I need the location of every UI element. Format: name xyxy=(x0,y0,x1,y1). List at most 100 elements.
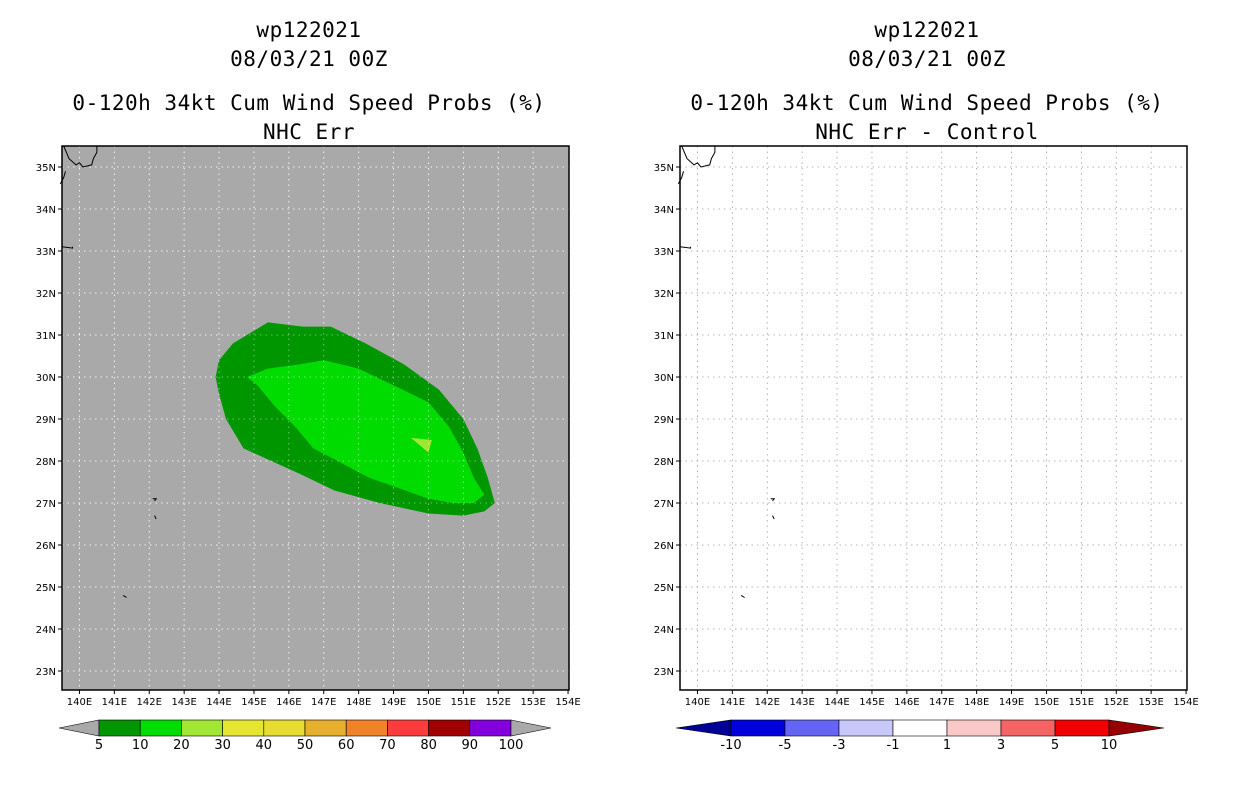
coastline xyxy=(679,246,691,249)
colorbar-swatch xyxy=(304,719,347,737)
colorbar-label: 70 xyxy=(379,738,396,753)
colorbar-swatch xyxy=(98,719,141,737)
colorbar-label: 1 xyxy=(943,738,951,753)
lon-label: 147E xyxy=(929,697,954,708)
colorbar-swatch xyxy=(730,719,786,737)
colorbar-swatch xyxy=(263,719,306,737)
lon-label: 149E xyxy=(381,697,406,708)
title-subtitle: NHC Err - Control xyxy=(815,120,1039,144)
lat-label: 35N xyxy=(654,163,674,174)
lon-label: 149E xyxy=(999,697,1024,708)
colorbar-label: -10 xyxy=(720,738,741,753)
lon-label: 145E xyxy=(241,697,266,708)
title-storm-id: wp122021 xyxy=(874,18,980,42)
title-product: 0-120h 34kt Cum Wind Speed Probs (%) xyxy=(690,91,1164,115)
lat-label: 23N xyxy=(36,667,56,678)
panel-nhc-err: wp122021 08/03/21 00Z 0-120h 34kt Cum Wi… xyxy=(36,18,581,753)
lon-label: 141E xyxy=(102,697,127,708)
colorbar-swatch xyxy=(181,719,223,737)
colorbar-label: 60 xyxy=(338,738,355,753)
lon-label: 144E xyxy=(206,697,231,708)
lat-label: 24N xyxy=(654,625,674,636)
lat-label: 25N xyxy=(36,583,56,594)
colorbar-label: 10 xyxy=(132,738,149,753)
colorbar-label: 90 xyxy=(462,738,479,753)
colorbar-label: 50 xyxy=(297,738,314,753)
lon-label: 146E xyxy=(894,697,919,708)
lat-label: 29N xyxy=(36,415,56,426)
lon-label: 150E xyxy=(1034,697,1059,708)
colorbar-label: 20 xyxy=(173,738,190,753)
lon-label: 151E xyxy=(1069,697,1094,708)
colorbar-label: -3 xyxy=(833,738,846,753)
colorbar-swatch xyxy=(838,719,894,737)
lon-label: 152E xyxy=(486,697,511,708)
coastline xyxy=(772,515,775,520)
lat-label: 32N xyxy=(654,289,674,300)
colorbar-label: 5 xyxy=(1051,738,1059,753)
colorbar-label: 10 xyxy=(1101,738,1118,753)
lon-label: 153E xyxy=(520,697,545,708)
lon-label: 148E xyxy=(964,697,989,708)
colorbar-label: 30 xyxy=(214,738,231,753)
colorbar-swatch xyxy=(946,719,1002,737)
colorbar-swatch xyxy=(784,719,840,737)
lat-label: 30N xyxy=(36,373,56,384)
lat-label: 28N xyxy=(36,457,56,468)
colorbar-label: 80 xyxy=(420,738,437,753)
lon-label: 152E xyxy=(1104,697,1129,708)
map-background xyxy=(680,146,1187,690)
lon-label: 147E xyxy=(311,697,336,708)
title-product: 0-120h 34kt Cum Wind Speed Probs (%) xyxy=(72,91,546,115)
lon-label: 143E xyxy=(789,697,814,708)
lat-label: 24N xyxy=(36,625,56,636)
lat-label: 30N xyxy=(654,373,674,384)
colorbar-under-arrow xyxy=(675,719,732,737)
coastline xyxy=(63,145,98,168)
colorbar-label: 5 xyxy=(95,738,103,753)
coastline xyxy=(152,498,158,502)
map-frame xyxy=(61,145,570,691)
colorbar-label: -1 xyxy=(887,738,900,753)
coastline xyxy=(154,515,157,520)
coastline xyxy=(122,594,127,598)
lat-label: 35N xyxy=(36,163,56,174)
gridlines xyxy=(680,146,1187,690)
title-subtitle: NHC Err xyxy=(262,120,355,144)
lat-label: 27N xyxy=(36,499,56,510)
lat-label: 28N xyxy=(654,457,674,468)
lon-label: 154E xyxy=(555,697,580,708)
lon-label: 140E xyxy=(67,697,92,708)
colorbar-label: 40 xyxy=(256,738,273,753)
title-storm-id: wp122021 xyxy=(256,18,362,42)
colorbar-swatch xyxy=(428,719,471,737)
lon-label: 142E xyxy=(137,697,162,708)
map-frame xyxy=(679,145,1188,691)
title-datetime: 08/03/21 00Z xyxy=(230,47,388,71)
lon-label: 140E xyxy=(685,697,710,708)
colorbar-swatch xyxy=(469,719,512,737)
lat-label: 34N xyxy=(36,205,56,216)
lat-label: 31N xyxy=(654,331,674,342)
colorbar-label: -5 xyxy=(779,738,792,753)
coastline xyxy=(740,594,745,598)
contour-10-20 xyxy=(247,360,485,503)
lon-label: 141E xyxy=(720,697,745,708)
lat-label: 26N xyxy=(36,541,56,552)
lat-label: 31N xyxy=(36,331,56,342)
map-right: 35N 34N 33N 32N 31N 30N 29N 28N 27N 26N 25N 24N 23N 1… xyxy=(654,145,1199,753)
coastline xyxy=(681,145,716,168)
colorbar-swatch xyxy=(139,719,182,737)
colorbar-swatch xyxy=(387,719,429,737)
lat-label: 27N xyxy=(654,499,674,510)
lon-label: 142E xyxy=(755,697,780,708)
lat-label: 34N xyxy=(654,205,674,216)
lon-label: 143E xyxy=(171,697,196,708)
coastline xyxy=(770,498,776,502)
lat-label: 33N xyxy=(36,247,56,258)
colorbar-label: 3 xyxy=(997,738,1005,753)
colorbar-swatch xyxy=(222,719,265,737)
coastline xyxy=(61,246,73,249)
lat-label: 29N xyxy=(654,415,674,426)
lat-label: 26N xyxy=(654,541,674,552)
